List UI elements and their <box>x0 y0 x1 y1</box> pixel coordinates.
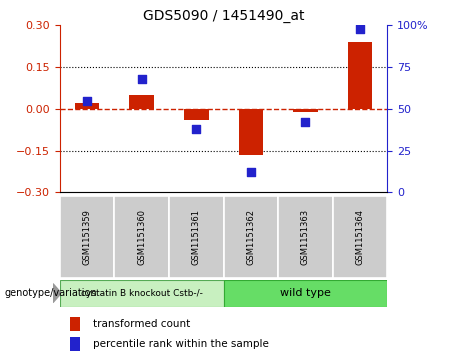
Bar <box>333 196 387 278</box>
Text: GSM1151364: GSM1151364 <box>355 209 365 265</box>
Bar <box>169 196 224 278</box>
Bar <box>224 196 278 278</box>
Text: GSM1151362: GSM1151362 <box>246 209 255 265</box>
Title: GDS5090 / 1451490_at: GDS5090 / 1451490_at <box>143 9 304 23</box>
Point <box>301 119 309 125</box>
Text: percentile rank within the sample: percentile rank within the sample <box>93 339 269 350</box>
Text: genotype/variation: genotype/variation <box>5 288 97 298</box>
Bar <box>293 109 318 112</box>
Bar <box>70 317 80 331</box>
Text: GSM1151363: GSM1151363 <box>301 209 310 265</box>
Bar <box>239 109 263 155</box>
Text: cystatin B knockout Cstb-/-: cystatin B knockout Cstb-/- <box>81 289 203 298</box>
Bar <box>224 280 387 307</box>
Text: GSM1151361: GSM1151361 <box>192 209 201 265</box>
Bar <box>75 103 100 109</box>
Point <box>356 26 364 32</box>
Point <box>247 170 254 175</box>
Bar <box>348 42 372 109</box>
Text: GSM1151360: GSM1151360 <box>137 209 146 265</box>
Bar <box>114 196 169 278</box>
Bar <box>70 338 80 351</box>
Polygon shape <box>53 284 61 303</box>
Text: GSM1151359: GSM1151359 <box>83 209 92 265</box>
Text: wild type: wild type <box>280 288 331 298</box>
Bar <box>60 280 224 307</box>
Point <box>83 98 91 103</box>
Bar <box>184 109 208 120</box>
Text: transformed count: transformed count <box>93 319 190 329</box>
Bar <box>278 196 333 278</box>
Point <box>138 76 145 82</box>
Bar <box>130 95 154 109</box>
Bar <box>60 196 114 278</box>
Point <box>193 126 200 132</box>
